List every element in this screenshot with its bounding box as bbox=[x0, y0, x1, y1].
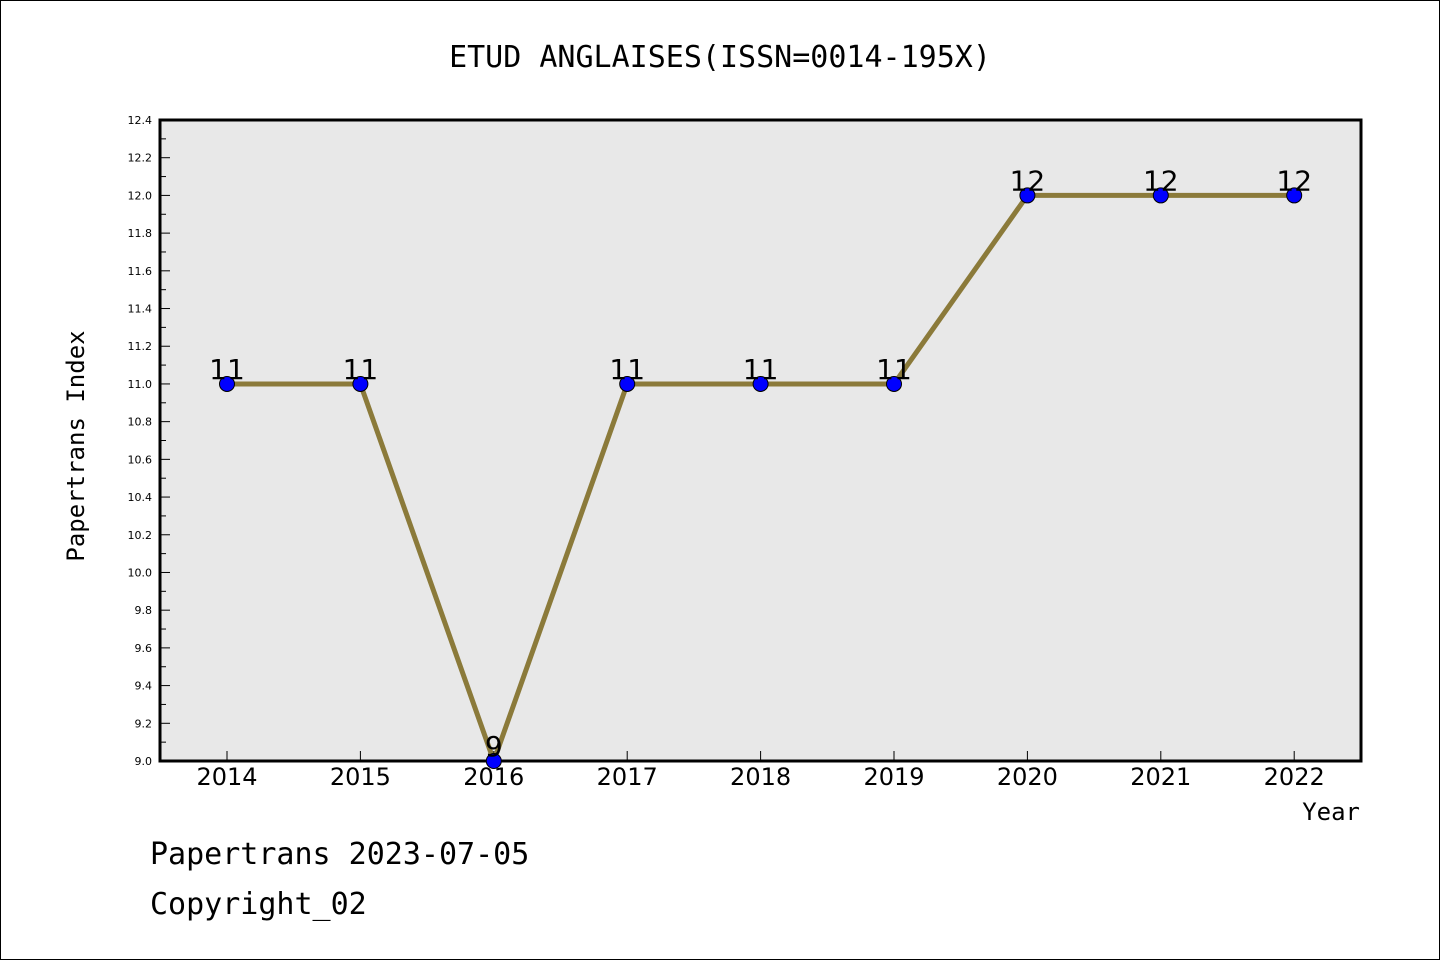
x-tick-label: 2018 bbox=[730, 763, 791, 791]
data-label: 11 bbox=[876, 353, 912, 386]
data-label: 11 bbox=[743, 353, 779, 386]
data-point bbox=[219, 375, 235, 392]
y-tick-label: 10.4 bbox=[128, 491, 153, 504]
y-tick-label: 9.6 bbox=[135, 642, 153, 655]
y-axis-label: Papertrans Index bbox=[62, 330, 90, 561]
y-tick-label: 10.6 bbox=[128, 453, 153, 466]
data-label: 12 bbox=[1276, 164, 1312, 197]
y-tick-label: 9.4 bbox=[135, 680, 153, 693]
x-axis-ticks: 2014 2015 2016 2017 2018 2019 2020 2021 2022 bbox=[196, 751, 1325, 791]
x-axis-label: Year bbox=[1302, 798, 1360, 826]
footer-date: Papertrans 2023-07-05 bbox=[150, 837, 529, 872]
y-tick-label: 9.0 bbox=[135, 755, 153, 768]
y-axis-ticks: 9.0 9.2 9.4 9.6 9.8 10.0 10.2 10.4 10.6 10.8 11.0 1… bbox=[128, 114, 170, 768]
data-point bbox=[485, 753, 502, 769]
y-tick-label: 11.6 bbox=[128, 265, 153, 278]
data-point bbox=[886, 375, 902, 392]
y-tick-label: 12.4 bbox=[128, 114, 153, 127]
x-tick-label: 2015 bbox=[330, 763, 391, 791]
data-point bbox=[1019, 187, 1036, 204]
plot-area bbox=[158, 118, 1363, 763]
footer-copyright: Copyright_02 bbox=[150, 887, 367, 922]
y-tick-label: 9.2 bbox=[135, 717, 153, 730]
y-tick-label: 11.0 bbox=[128, 378, 153, 391]
x-tick-label: 2022 bbox=[1264, 763, 1325, 791]
data-point bbox=[1286, 187, 1303, 204]
y-tick-label: 12.2 bbox=[128, 152, 153, 165]
chart-title: ETUD ANGLAISES(ISSN=0014-195X) bbox=[449, 40, 991, 75]
data-point bbox=[619, 375, 636, 392]
y-tick-label: 11.4 bbox=[128, 303, 153, 316]
x-tick-label: 2021 bbox=[1130, 763, 1191, 791]
y-tick-label: 12.0 bbox=[128, 189, 153, 202]
data-point bbox=[752, 375, 769, 392]
y-tick-label: 10.0 bbox=[128, 566, 153, 579]
y-tick-label: 11.2 bbox=[128, 340, 153, 353]
data-point bbox=[1152, 187, 1169, 204]
x-tick-label: 2014 bbox=[196, 763, 257, 791]
data-label: 11 bbox=[609, 353, 645, 386]
data-label: 12 bbox=[1010, 164, 1046, 197]
x-tick-label: 2020 bbox=[997, 763, 1058, 791]
data-label: 12 bbox=[1143, 164, 1179, 197]
data-label: 11 bbox=[209, 353, 245, 386]
x-tick-label: 2019 bbox=[863, 763, 924, 791]
data-label: 11 bbox=[343, 353, 379, 386]
y-tick-label: 10.8 bbox=[128, 416, 153, 429]
y-tick-label: 11.8 bbox=[128, 227, 153, 240]
data-label: 9 bbox=[485, 730, 503, 763]
data-point bbox=[352, 375, 369, 392]
y-tick-label: 10.2 bbox=[128, 529, 153, 542]
x-tick-label: 2017 bbox=[597, 763, 658, 791]
series-layer: 11 11 9 11 11 11 12 12 12 bbox=[209, 164, 1312, 769]
y-tick-label: 9.8 bbox=[135, 604, 153, 617]
